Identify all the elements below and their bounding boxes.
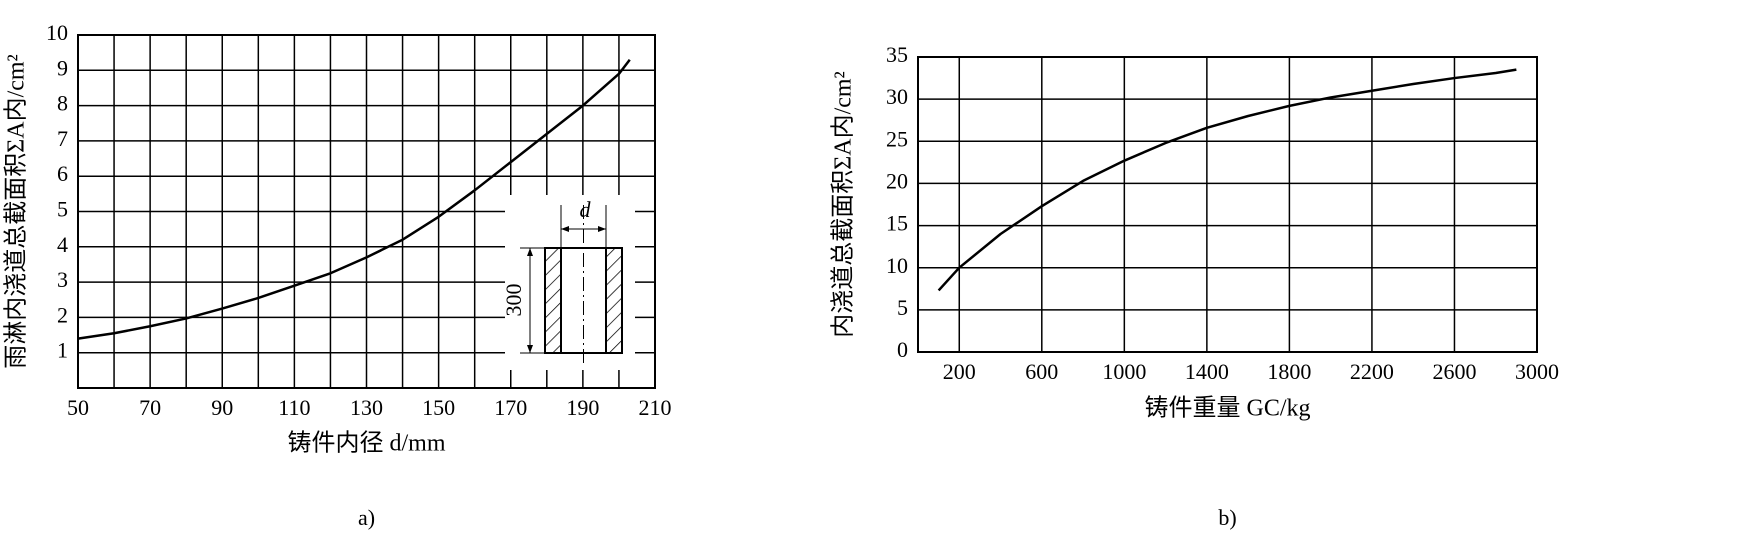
x-tick-label: 2200 [1350, 359, 1394, 384]
x-tick-label: 200 [943, 359, 976, 384]
x-tick-label: 190 [566, 395, 599, 420]
y-tick-label: 0 [897, 337, 908, 362]
y-tick-label: 5 [897, 295, 908, 320]
y-tick-label: 6 [57, 161, 68, 186]
x-tick-label: 1800 [1267, 359, 1311, 384]
x-tick-label: 1000 [1102, 359, 1146, 384]
x-axis-label: 铸件重量 GC/kg [1144, 395, 1310, 422]
y-tick-label: 9 [57, 55, 68, 80]
y-tick-label: 15 [886, 211, 908, 236]
x-tick-label: 2600 [1432, 359, 1476, 384]
x-tick-label: 150 [422, 395, 455, 420]
caption: a) [358, 505, 375, 530]
x-tick-label: 130 [350, 395, 383, 420]
x-tick-label: 170 [494, 395, 527, 420]
y-tick-label: 4 [57, 232, 68, 257]
data-line [937, 68, 1517, 292]
inset-diagram: d 300 [501, 195, 635, 370]
y-tick-label: 10 [886, 253, 908, 278]
data-line [77, 58, 631, 340]
plot-frame [917, 56, 1538, 353]
inset-label: 300 [501, 284, 526, 317]
y-axis-label: 内浇道总截面积ΣA内/cm² [830, 71, 857, 337]
plot-frame [77, 34, 656, 389]
caption: b) [1218, 505, 1236, 530]
y-axis-label: 雨淋内浇道总截面积ΣA内/cm² [3, 54, 30, 368]
wall [544, 247, 562, 354]
x-tick-label: 70 [139, 395, 161, 420]
x-tick-label: 3000 [1515, 359, 1559, 384]
y-tick-label: 3 [57, 267, 68, 292]
x-tick-label: 50 [67, 395, 89, 420]
y-tick-label: 10 [46, 20, 68, 45]
y-tick-label: 1 [57, 338, 68, 363]
y-tick-label: 30 [886, 84, 908, 109]
y-tick-label: 2 [57, 302, 68, 327]
x-axis-label: 铸件内径 d/mm [287, 430, 445, 457]
y-tick-label: 25 [886, 126, 908, 151]
x-tick-label: 110 [278, 395, 310, 420]
y-tick-label: 8 [57, 91, 68, 116]
inset-label: d [580, 197, 592, 222]
x-tick-label: 1400 [1185, 359, 1229, 384]
x-tick-label: 210 [639, 395, 672, 420]
x-tick-label: 90 [211, 395, 233, 420]
x-tick-label: 600 [1025, 359, 1058, 384]
y-tick-label: 20 [886, 168, 908, 193]
wall [605, 247, 623, 354]
y-tick-label: 5 [57, 197, 68, 222]
y-tick-label: 35 [886, 42, 908, 67]
y-tick-label: 7 [57, 126, 68, 151]
